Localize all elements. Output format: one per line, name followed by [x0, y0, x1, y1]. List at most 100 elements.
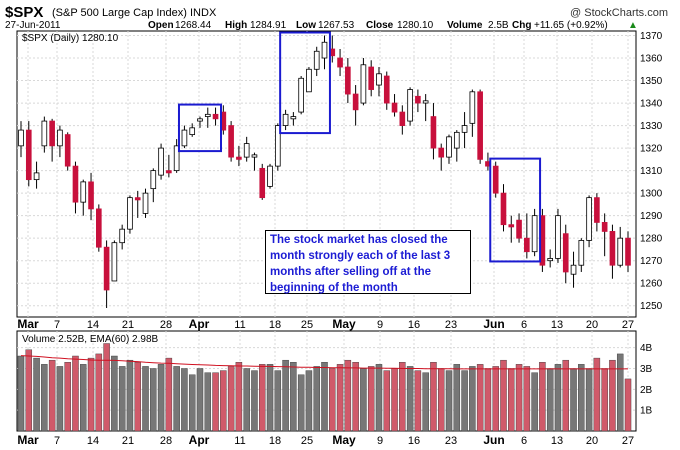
candle-body: [609, 231, 616, 266]
x-tick-label: 28: [160, 435, 172, 447]
candle-body: [586, 197, 592, 241]
volume-bar: [616, 353, 624, 432]
volume-bar: [150, 368, 157, 432]
candle-body: [298, 77, 304, 113]
volume-bar: [609, 359, 616, 432]
candle-body: [461, 125, 468, 133]
candle: [617, 226, 624, 268]
candle-body: [453, 131, 460, 149]
volume-bar: [414, 370, 422, 432]
price-tick-label: 1260: [640, 279, 663, 290]
candle-body: [313, 50, 320, 70]
candle: [197, 116, 203, 128]
volume-bar: [484, 368, 492, 432]
volume-value: 2.5B: [488, 20, 509, 31]
volume-bar: [313, 366, 320, 432]
candle: [469, 89, 476, 137]
candle-body: [72, 165, 79, 203]
candle: [306, 67, 312, 93]
chg-value: +11.65 (+0.92%): [534, 20, 608, 31]
volume-bar: [523, 366, 531, 432]
x-tick-label: 28: [160, 319, 172, 331]
candle-body: [469, 91, 476, 124]
x-tick-label: 9: [377, 319, 383, 331]
volume-bar: [290, 362, 297, 432]
volume-bar: [570, 368, 577, 432]
high-label: High: [225, 20, 247, 31]
candle-body: [41, 120, 48, 147]
x-tick-label: 27: [622, 319, 634, 331]
high-value: 1284.91: [250, 20, 287, 31]
annotation-text: The stock market has closed the month st…: [270, 234, 451, 294]
candle: [18, 121, 24, 158]
candle: [500, 184, 507, 232]
candle: [243, 136, 250, 162]
candle: [189, 123, 196, 137]
candle: [438, 143, 445, 171]
candle: [267, 163, 273, 189]
candle-body: [96, 208, 102, 248]
candle-body: [158, 147, 164, 176]
volume-bar: [453, 364, 461, 432]
candle: [578, 238, 585, 272]
candle: [337, 49, 343, 77]
low-value: 1267.53: [318, 20, 355, 31]
volume-bar: [266, 364, 274, 432]
volume-bar: [367, 366, 375, 432]
candle-body: [142, 192, 149, 214]
volume-bar: [220, 370, 227, 432]
volume-bar: [500, 359, 507, 432]
volume-bar: [103, 343, 110, 432]
candle-body: [274, 125, 281, 167]
volume-bar: [352, 362, 359, 432]
candle: [368, 60, 375, 97]
candle-body: [352, 93, 359, 111]
open-value: 1268.44: [175, 20, 212, 31]
volume-bar: [235, 362, 243, 432]
candle-body: [500, 192, 507, 226]
candle-body: [103, 246, 110, 291]
volume-bar: [251, 370, 258, 432]
volume-bar: [33, 357, 40, 432]
volume-bar: [492, 366, 499, 432]
volume-bar: [56, 366, 64, 432]
volume-bar: [321, 362, 328, 432]
candle: [453, 130, 460, 162]
volume-bar: [375, 364, 383, 432]
highlight-box: [177, 103, 222, 153]
candle: [103, 240, 110, 308]
x-tick-label: Mar: [17, 317, 39, 331]
price-tick-label: 1360: [640, 54, 663, 65]
volume-bar: [227, 366, 235, 432]
candle: [430, 103, 437, 160]
x-tick-label: 13: [551, 319, 563, 331]
candle-body: [18, 129, 24, 147]
x-tick-label: 6: [521, 435, 527, 447]
price-tick-label: 1350: [640, 76, 663, 87]
candle-body: [259, 167, 266, 199]
candle: [477, 89, 483, 164]
candle-body: [49, 120, 55, 147]
volume-bar: [445, 370, 453, 432]
volume-bar: [274, 370, 282, 432]
volume-bar: [578, 364, 585, 432]
volume-bar: [111, 355, 118, 432]
ema-line: [20, 355, 628, 370]
candle: [391, 94, 398, 117]
candle-body: [64, 134, 71, 167]
price-legend: $SPX (Daily) 1280.10: [22, 33, 119, 44]
candle-body: [267, 165, 273, 187]
volume-bar: [297, 374, 305, 432]
x-tick-label: May: [332, 317, 356, 331]
x-tick-label: 6: [521, 319, 527, 331]
x-tick-label: 16: [408, 319, 420, 331]
candle: [228, 121, 234, 162]
candle: [290, 112, 297, 126]
candle-body: [625, 237, 631, 266]
candle-body: [134, 197, 141, 201]
candle-body: [415, 95, 421, 104]
candle-body: [243, 143, 250, 158]
price-tick-label: 1290: [640, 211, 663, 222]
volume-bar: [546, 368, 554, 432]
candle-body: [80, 181, 87, 203]
